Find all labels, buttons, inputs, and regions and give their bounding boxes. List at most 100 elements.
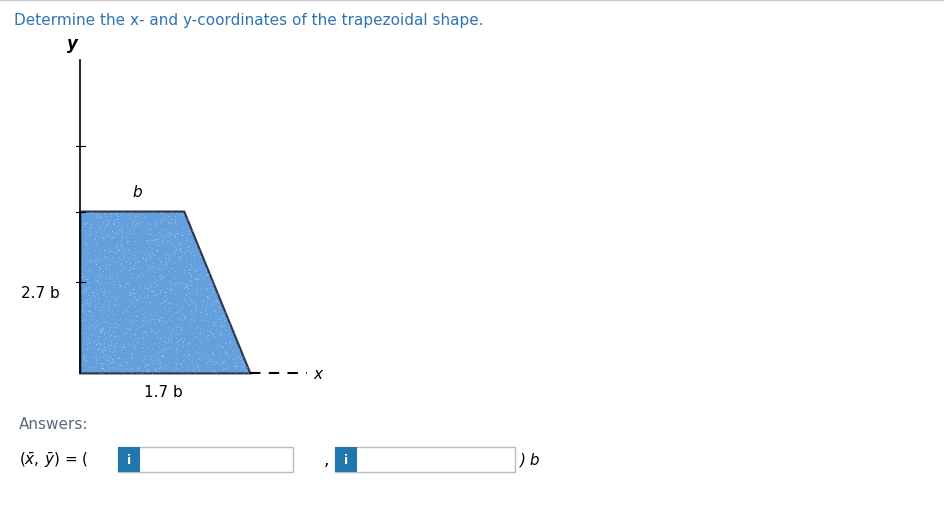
Point — [84, 224, 99, 232]
Point — [100, 217, 115, 225]
Point — [75, 306, 90, 314]
Point — [116, 263, 131, 271]
Point — [101, 307, 116, 315]
Point — [114, 222, 129, 230]
Point — [169, 345, 184, 353]
Point — [127, 214, 143, 222]
Text: ) b: ) b — [519, 452, 540, 467]
Point — [180, 246, 195, 255]
Point — [222, 338, 237, 346]
Point — [77, 227, 93, 235]
Point — [170, 230, 185, 238]
Point — [151, 343, 166, 351]
Point — [135, 367, 150, 375]
Point — [199, 280, 214, 288]
Point — [178, 237, 194, 245]
Point — [95, 267, 110, 275]
Point — [200, 317, 215, 325]
Point — [150, 349, 165, 357]
Point — [74, 226, 89, 234]
Point — [211, 353, 227, 361]
Point — [160, 336, 176, 344]
Point — [150, 247, 165, 255]
Point — [79, 357, 94, 365]
Point — [172, 323, 187, 331]
Point — [116, 331, 131, 339]
Point — [176, 342, 191, 350]
Point — [144, 251, 160, 259]
Point — [110, 211, 125, 219]
Point — [89, 323, 104, 331]
Point — [153, 271, 168, 279]
Point — [93, 328, 108, 336]
Point — [184, 237, 199, 245]
Point — [157, 298, 172, 307]
Point — [95, 310, 110, 318]
Point — [136, 346, 151, 354]
Point — [174, 301, 189, 310]
Point — [131, 265, 146, 273]
Point — [96, 343, 111, 351]
Point — [74, 223, 89, 231]
Point — [106, 324, 121, 332]
Point — [95, 354, 110, 362]
Point — [180, 284, 195, 292]
Point — [178, 292, 194, 300]
Point — [183, 308, 198, 316]
Point — [144, 245, 160, 253]
Point — [160, 324, 176, 332]
Point — [77, 261, 93, 269]
Point — [228, 369, 243, 377]
Point — [159, 288, 174, 296]
Point — [100, 243, 115, 251]
Point — [151, 241, 166, 249]
Point — [116, 343, 131, 351]
Point — [94, 326, 110, 334]
Point — [107, 293, 122, 301]
Point — [161, 256, 177, 264]
Text: b: b — [132, 184, 142, 199]
Point — [141, 219, 156, 227]
Point — [173, 326, 188, 334]
Point — [81, 367, 96, 375]
Point — [96, 330, 111, 338]
Point — [168, 308, 183, 316]
Point — [150, 357, 165, 365]
Point — [92, 250, 107, 259]
Point — [98, 253, 113, 261]
Point — [91, 290, 106, 298]
Point — [174, 310, 189, 318]
Point — [89, 355, 104, 363]
Point — [140, 230, 155, 238]
Point — [158, 292, 173, 300]
Point — [113, 256, 128, 264]
Point — [114, 234, 129, 242]
Point — [152, 313, 167, 321]
Point — [169, 300, 184, 309]
Point — [186, 308, 201, 316]
Point — [234, 358, 249, 366]
Point — [108, 294, 123, 302]
Point — [132, 364, 147, 372]
Point — [146, 342, 161, 350]
Point — [120, 238, 135, 246]
Point — [177, 314, 193, 322]
Point — [216, 317, 231, 325]
Point — [198, 303, 213, 311]
Point — [203, 366, 218, 374]
Point — [155, 320, 170, 328]
Point — [166, 274, 181, 282]
Point — [188, 347, 203, 355]
Point — [106, 293, 121, 301]
Point — [74, 302, 89, 311]
Point — [104, 332, 119, 340]
Point — [93, 257, 108, 265]
Point — [209, 345, 224, 353]
Point — [177, 351, 192, 360]
Point — [142, 267, 157, 275]
Point — [113, 260, 128, 268]
Point — [90, 256, 105, 264]
Point — [212, 345, 228, 353]
Point — [174, 248, 189, 256]
Point — [190, 330, 205, 338]
